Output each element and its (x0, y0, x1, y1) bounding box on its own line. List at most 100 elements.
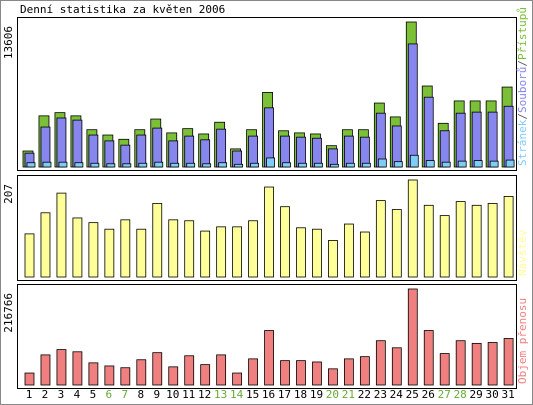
bar (88, 362, 99, 386)
bar (359, 136, 370, 168)
bar (503, 196, 514, 278)
bar (330, 163, 339, 168)
x-tick-label: 23 (374, 388, 387, 401)
bar (375, 200, 386, 278)
bar (104, 365, 115, 386)
x-tick-label: 14 (230, 388, 244, 401)
bar (232, 372, 243, 386)
bar (455, 112, 466, 168)
bar (40, 354, 51, 386)
bar (312, 228, 322, 278)
x-tick-label: 18 (294, 388, 307, 401)
x-tick-label: 1 (26, 388, 33, 401)
bar (88, 222, 99, 278)
legend-entry: Přístupů (516, 7, 529, 60)
x-tick-label: 10 (166, 388, 179, 401)
x-tick-label: 15 (246, 388, 259, 401)
bar (72, 351, 83, 386)
bar (184, 355, 195, 386)
bar (359, 231, 370, 278)
x-tick-label: 25 (406, 388, 419, 401)
legend-entry: Souborů (516, 67, 529, 113)
bar (314, 162, 323, 168)
x-tick-label: 7 (122, 388, 129, 401)
bar (487, 111, 498, 168)
bar (471, 342, 482, 386)
bar (104, 228, 115, 278)
x-tick-label: 29 (470, 388, 483, 401)
bar (455, 201, 466, 278)
bar (439, 353, 450, 386)
bar (218, 162, 228, 168)
bar (455, 340, 466, 386)
bar (439, 215, 450, 278)
bar (216, 354, 227, 386)
bar (471, 204, 482, 278)
bar (471, 111, 482, 168)
bar (345, 162, 355, 168)
bar (202, 163, 212, 168)
bar (280, 206, 290, 278)
bar (136, 134, 147, 168)
bar (296, 227, 306, 278)
bar (423, 204, 434, 278)
x-tick-label: 20 (326, 388, 339, 401)
bar (72, 217, 83, 278)
bar (248, 220, 258, 278)
x-tick-label: 12 (198, 388, 211, 401)
bar (282, 162, 291, 168)
legend: Stránek/Souborů/Přístupů (516, 7, 529, 166)
x-tick-label: 27 (438, 388, 451, 401)
x-tick-label: 3 (58, 388, 65, 401)
legend-entry: Návštěv (516, 229, 529, 276)
bar (74, 162, 84, 168)
bar (232, 226, 243, 278)
bar (200, 230, 211, 278)
x-tick-label: 26 (422, 388, 435, 401)
bar (120, 219, 131, 278)
bar (393, 161, 403, 168)
x-tick-label: 28 (454, 388, 467, 401)
bar (343, 135, 354, 168)
bar (266, 157, 275, 168)
bar (487, 342, 498, 386)
bar (152, 127, 163, 168)
bar (505, 159, 515, 168)
bar (24, 233, 35, 278)
x-tick-label: 4 (74, 388, 81, 401)
bar (88, 134, 99, 168)
bar (216, 226, 227, 278)
bar (343, 223, 354, 278)
bar (391, 209, 402, 278)
bar (154, 161, 164, 168)
legend-entry: Stránek (516, 119, 529, 166)
bar (328, 240, 338, 278)
bar (152, 203, 163, 278)
bar (56, 349, 67, 386)
bar (391, 125, 402, 168)
x-tick-label: 2 (42, 388, 49, 401)
bar (298, 162, 307, 168)
bar (361, 162, 371, 168)
bar (40, 126, 51, 168)
bar (407, 43, 418, 168)
bar (264, 330, 274, 386)
bar (216, 128, 227, 168)
legend: Návštěv (516, 229, 529, 276)
bar (42, 161, 52, 168)
chart-title: Denní statistika za květen 2006 (20, 3, 225, 16)
bar (72, 119, 83, 168)
y-tick-label: 13606 (2, 26, 15, 59)
bar (168, 219, 179, 278)
bar (312, 361, 322, 386)
bar (56, 192, 67, 278)
bar (503, 105, 514, 168)
bar (106, 163, 116, 168)
bar (234, 163, 244, 168)
bar (343, 358, 354, 386)
bar (58, 161, 68, 168)
bar (248, 135, 258, 168)
bar (377, 158, 387, 168)
bar (168, 366, 179, 386)
bar (184, 220, 195, 278)
